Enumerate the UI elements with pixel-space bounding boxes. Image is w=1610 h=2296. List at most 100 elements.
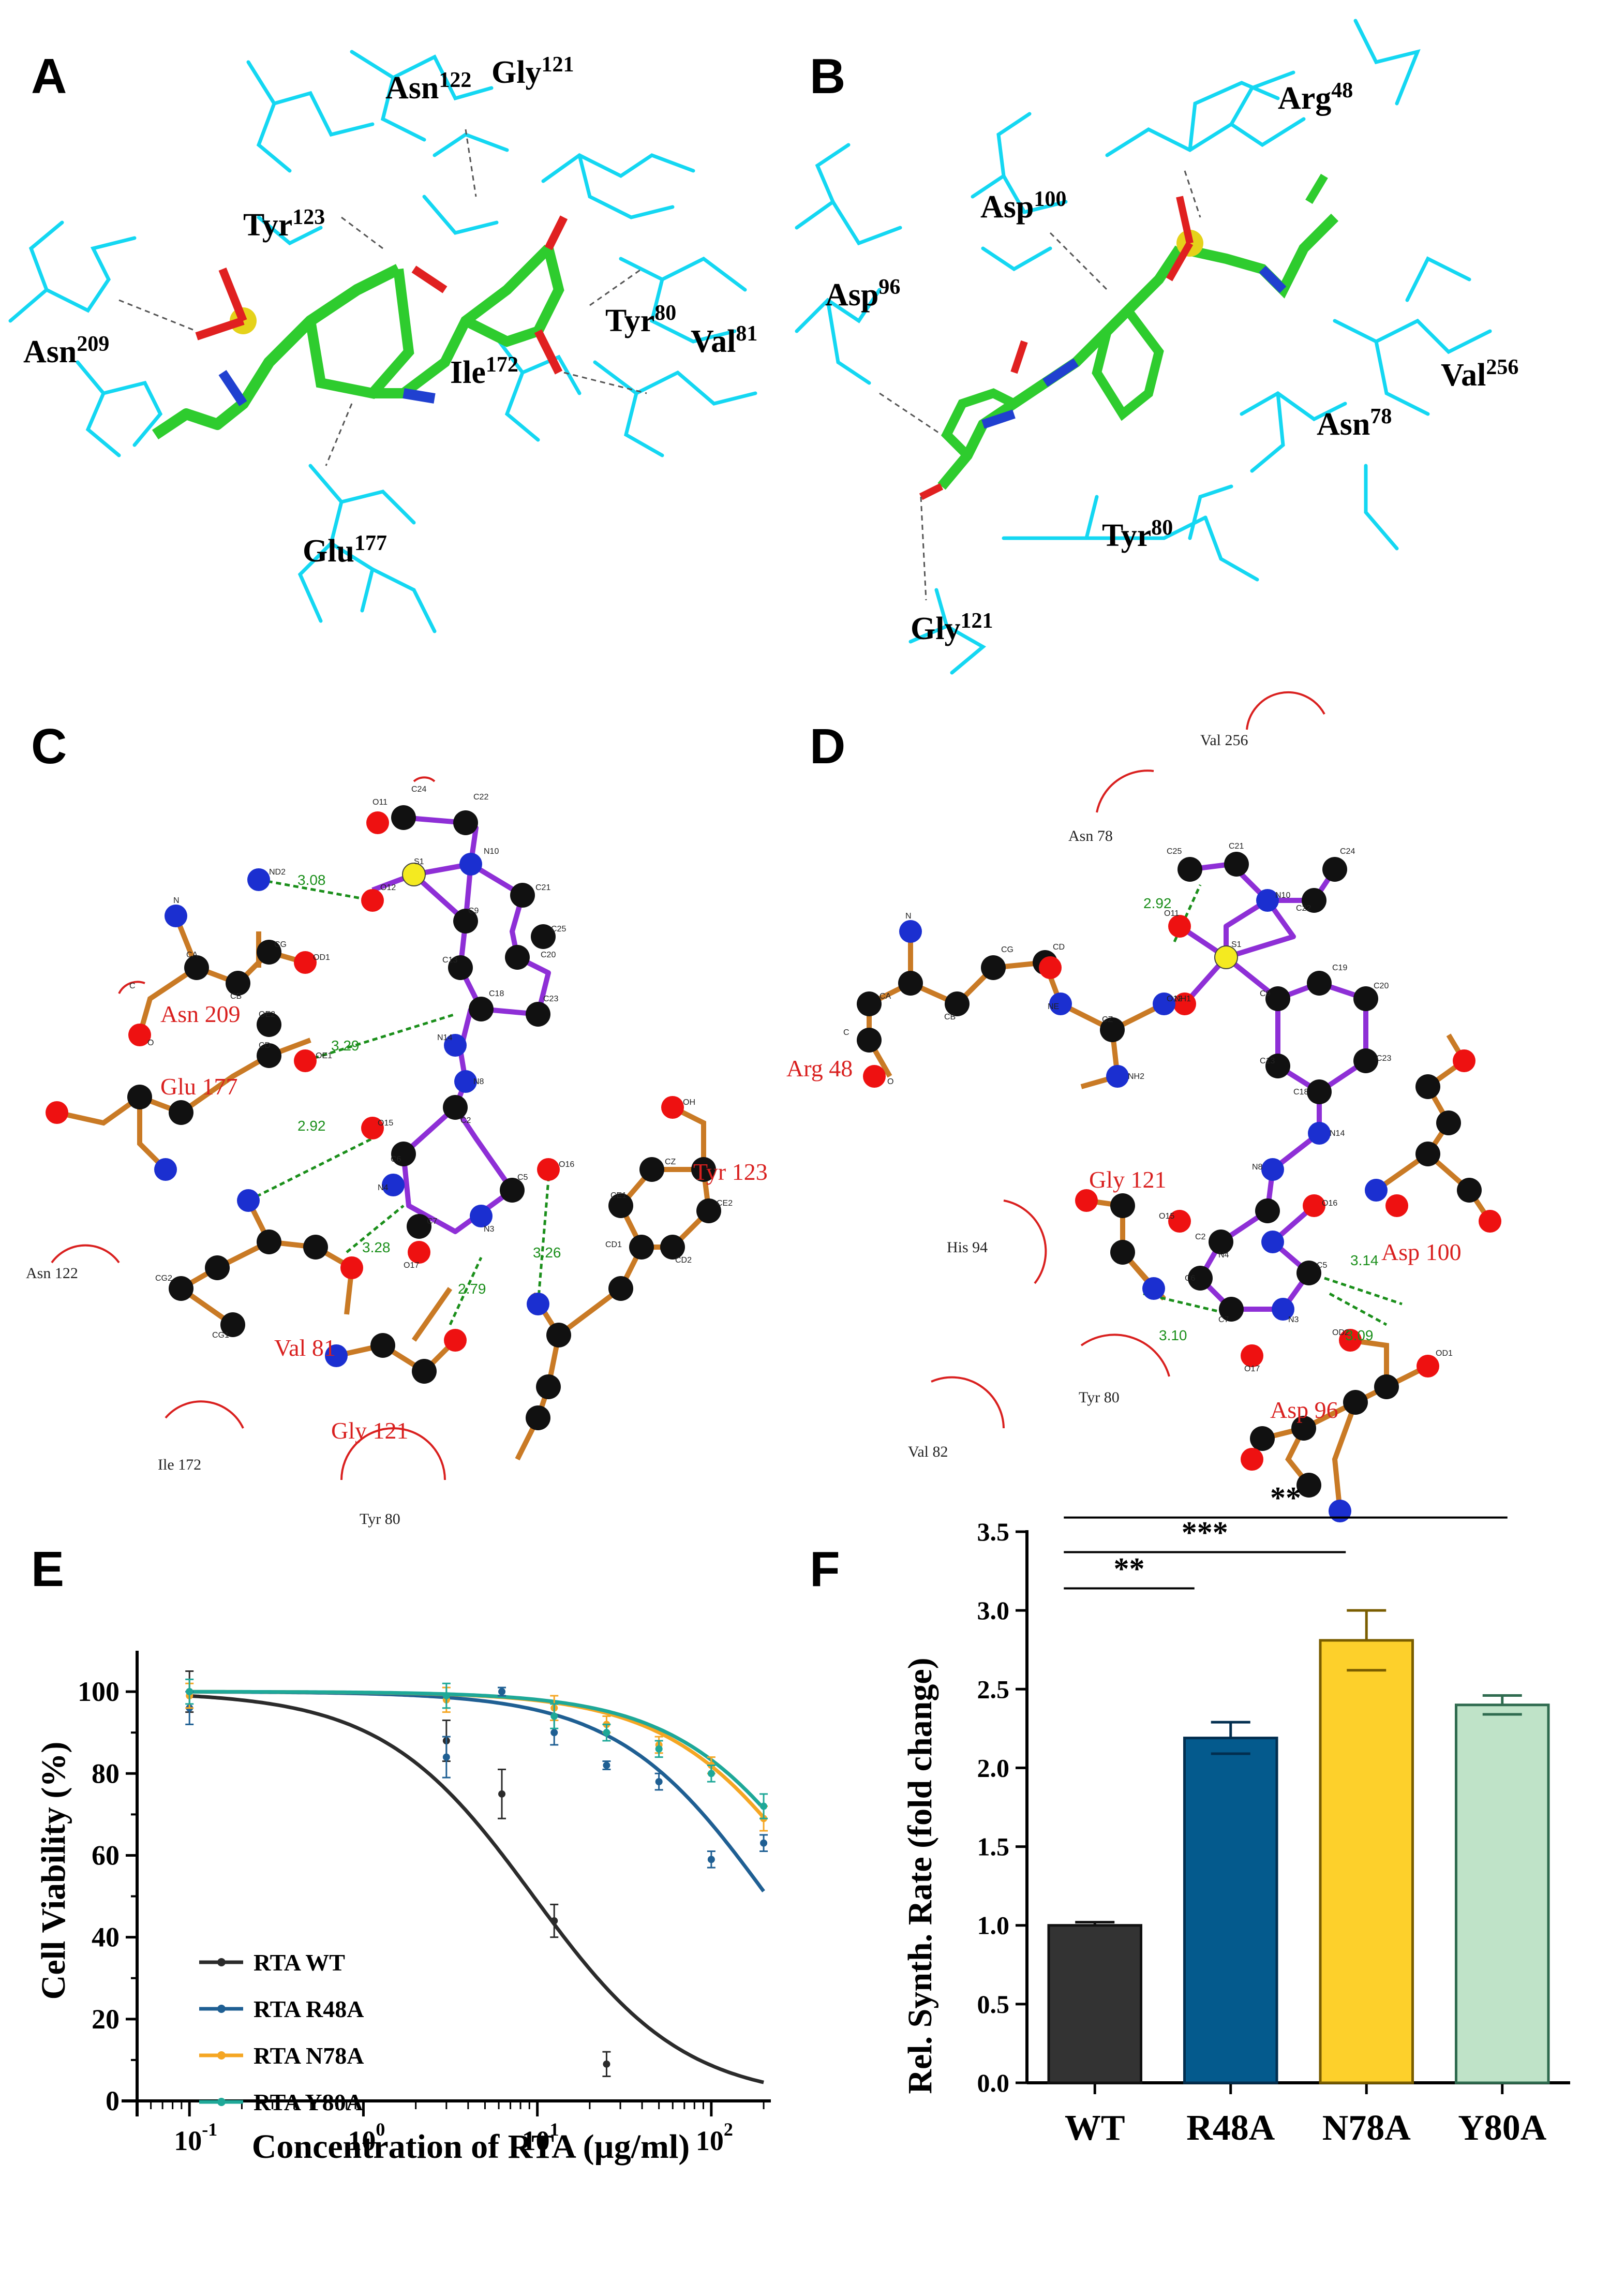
f-y-tick-label: 1.5	[977, 1832, 1010, 1861]
legend-marker-rta-r48a	[217, 2005, 226, 2013]
atom-label: C6	[391, 1155, 401, 1164]
panel-d: D	[786, 691, 1501, 1522]
hydrophobic-label: Asn 122	[26, 1265, 78, 1282]
e-axes: 0 20 40 60 80 100 10-1 100 101 102	[78, 1651, 771, 2156]
res-a-tyr80: Tyr80	[605, 301, 676, 338]
f-significance: *******	[1064, 1481, 1508, 1590]
atom-label: CE2	[717, 1199, 733, 1208]
f-y-tick-label: 0.0	[977, 2068, 1010, 2097]
panel-d-distances: 2.92 3.14 3.10 3.09	[1143, 895, 1379, 1343]
e-point	[760, 1802, 768, 1810]
atom-label: OE1	[316, 1051, 332, 1060]
f-y-tick-label: 1.0	[977, 1911, 1010, 1940]
hbond-distance: 3.28	[362, 1239, 391, 1255]
res-b-val256: Val256	[1441, 355, 1518, 393]
e-point	[603, 1761, 610, 1769]
atom-label: C22	[1296, 904, 1311, 913]
atom-label: C22	[473, 793, 488, 802]
f-y-tick-label: 0.5	[977, 1990, 1010, 2019]
atom-label: N8	[473, 1077, 484, 1086]
atom-label: C19	[1332, 964, 1347, 972]
atom-label: C6	[1185, 1274, 1196, 1283]
e-curves	[189, 1690, 765, 2084]
atom-label: N	[905, 912, 912, 921]
e-point	[550, 1729, 558, 1737]
atom-label: OE2	[259, 1010, 275, 1019]
atom-label: C9	[468, 907, 479, 915]
atom-label: C5	[1317, 1261, 1328, 1270]
panel-c-atom-labels: C24 C22 O11 N10 C21 S1 O12 C9 C25 C20 C1…	[129, 785, 733, 1340]
e-curve-2	[189, 1690, 765, 1819]
e-point	[442, 1753, 450, 1761]
f-category-label: Y80A	[1458, 2108, 1547, 2148]
hbond-distance: 2.92	[297, 1118, 326, 1134]
res-a-glu177: Glu177	[303, 531, 387, 569]
panel-c-distances: 3.08 3.29 2.92 3.28 2.79 3.26	[297, 872, 561, 1297]
atom-label: CD	[259, 1041, 271, 1050]
atom-label: O15	[378, 1119, 393, 1128]
panel-f: F Rel. Synth. Rate (fold change) 0.0 0.5 1…	[810, 1481, 1570, 2148]
res-b-tyr80: Tyr80	[1102, 516, 1173, 553]
panel-c-atoms	[46, 805, 721, 1430]
legend-marker-rta-n78a	[217, 2051, 226, 2060]
atom-label: CD	[1053, 943, 1065, 952]
panel-b-ligand	[919, 173, 1339, 500]
res-b-asp100: Asp100	[980, 187, 1066, 225]
hbond-distance: 2.92	[1143, 895, 1172, 911]
atom-label: OD1	[1436, 1349, 1453, 1358]
e-point	[186, 1688, 193, 1696]
res-b-asp96: Asp96	[825, 275, 900, 313]
e-x-tick-label: 100	[348, 2119, 385, 2156]
e-point	[603, 2060, 610, 2068]
e-x-tick-label: 10-1	[174, 2119, 217, 2156]
panel-a-protein-residues	[8, 50, 757, 633]
atom-label: C2	[460, 1116, 471, 1125]
atom-label: O11	[372, 798, 387, 807]
panel-b-protein-residues	[795, 19, 1492, 675]
panel-a-ligand	[152, 215, 568, 440]
atom-label: C24	[1340, 847, 1355, 856]
residue-label: Asp 100	[1381, 1239, 1462, 1265]
e-y-axis-title: Cell Viability (%)	[35, 1742, 72, 2000]
atom-label: C	[129, 982, 136, 990]
f-category-label: R48A	[1186, 2108, 1275, 2148]
hydrophobic-label: Tyr 80	[360, 1510, 400, 1528]
atom-label: CE1	[610, 1191, 627, 1200]
f-bar-n78a	[1319, 1639, 1414, 2084]
panel-a: A	[8, 49, 757, 633]
hydrophobic-label: Ile 172	[158, 1456, 201, 1473]
e-x-tick-label: 101	[522, 2119, 559, 2156]
atom-label: O15	[1159, 1212, 1174, 1221]
panel-a-hbonds	[118, 129, 647, 466]
e-point	[498, 1688, 506, 1696]
atom-label: C25	[1167, 847, 1182, 856]
atom-label: C20	[1374, 982, 1389, 990]
atom-label: CB	[944, 1013, 956, 1021]
atom-label: O12	[1167, 995, 1182, 1003]
hbond-distance: 3.09	[1345, 1327, 1374, 1343]
legend-marker-rta-wt	[217, 1958, 226, 1966]
panel-c-hydrophobic-arcs	[51, 776, 446, 1480]
panel-label-c: C	[31, 719, 67, 774]
atom-label: OH	[683, 1098, 695, 1107]
atom-label: NE	[1048, 1002, 1059, 1011]
legend-label-rta-y80a: RTA Y80A	[254, 2089, 363, 2115]
e-point	[655, 1778, 663, 1786]
atom-label: S1	[1231, 940, 1242, 949]
e-point	[603, 1729, 610, 1737]
atom-label: N3	[1288, 1315, 1299, 1324]
atom-label: S1	[414, 857, 424, 866]
f-category-label: WT	[1065, 2108, 1125, 2148]
panel-label-f: F	[810, 1542, 840, 1597]
e-y-tick-label: 80	[92, 1758, 120, 1789]
f-bar-wt	[1047, 1924, 1142, 2084]
hydrophobic-label: Asn 78	[1068, 827, 1113, 845]
legend-item-rta-n78a: RTA N78A	[199, 2042, 364, 2069]
legend-item-rta-y80a: RTA Y80A	[199, 2089, 363, 2115]
legend-item-rta-r48a: RTA R48A	[199, 1996, 364, 2022]
panel-d-atoms	[857, 852, 1501, 1522]
atom-label: CD2	[675, 1256, 692, 1265]
atom-label: CZ	[665, 1158, 676, 1166]
atom-label: C2	[1195, 1233, 1206, 1241]
hbond-distance: 3.08	[297, 872, 326, 888]
